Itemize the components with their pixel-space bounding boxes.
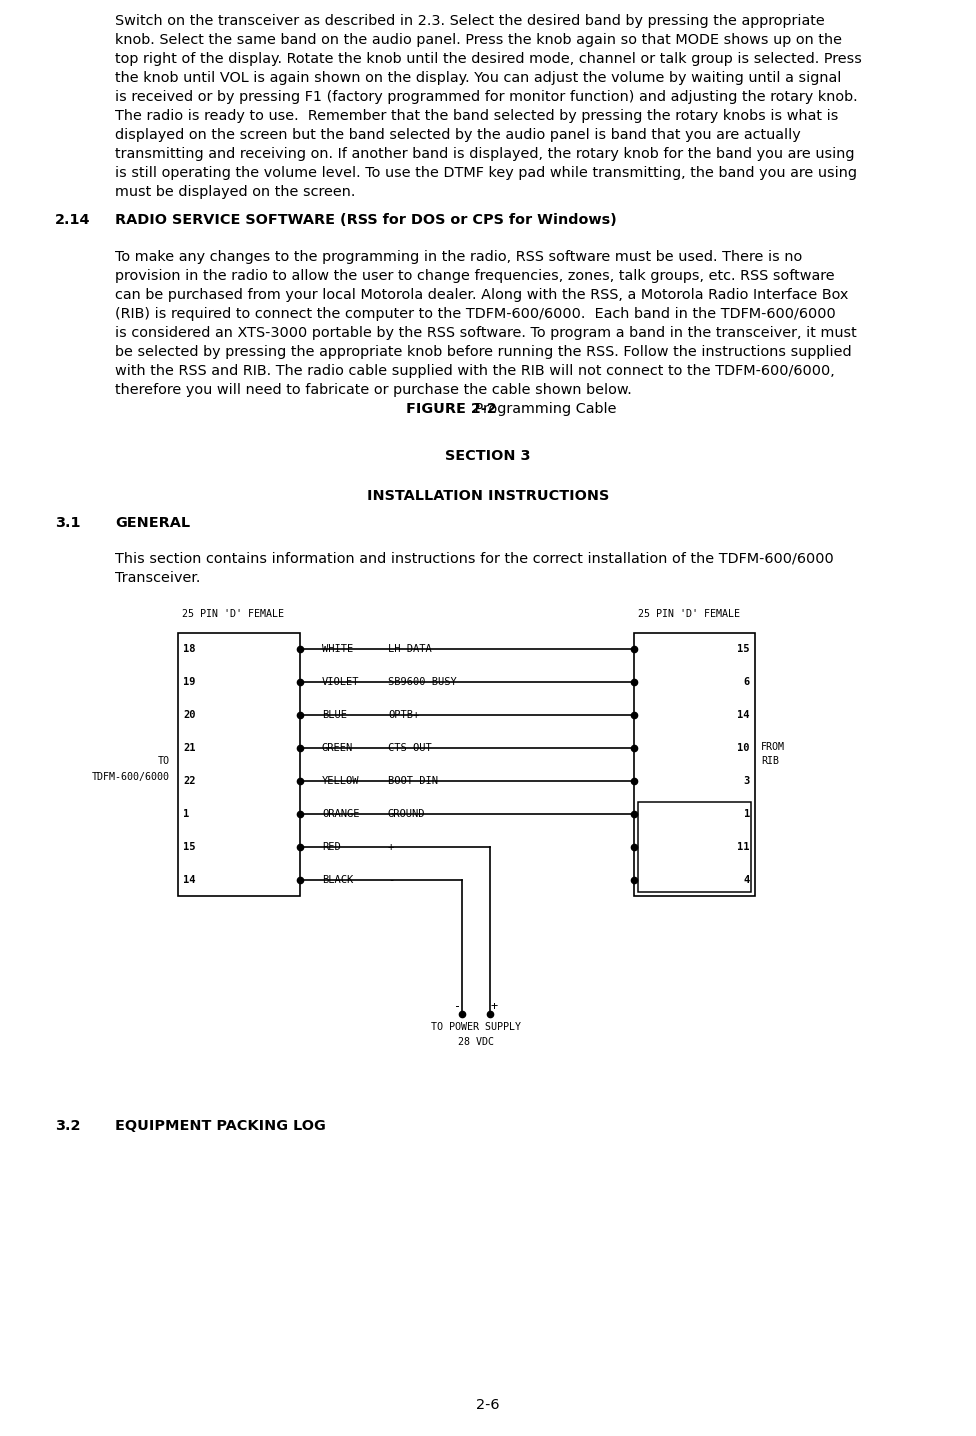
Text: BLACK: BLACK: [322, 875, 353, 885]
Text: 11: 11: [738, 841, 750, 852]
Text: SECTION 3: SECTION 3: [445, 449, 531, 462]
Text: is still operating the volume level. To use the DTMF key pad while transmitting,: is still operating the volume level. To …: [115, 167, 857, 180]
Text: 25 PIN 'D' FEMALE: 25 PIN 'D' FEMALE: [182, 609, 284, 619]
Text: therefore you will need to fabricate or purchase the cable shown below.: therefore you will need to fabricate or …: [115, 382, 631, 396]
Text: 14: 14: [183, 875, 195, 885]
Text: 1: 1: [744, 808, 750, 819]
Text: provision in the radio to allow the user to change frequencies, zones, talk grou: provision in the radio to allow the user…: [115, 269, 834, 283]
Text: 14: 14: [738, 709, 750, 719]
Text: CTS OUT: CTS OUT: [388, 742, 431, 752]
Text: 18: 18: [183, 643, 195, 653]
Text: transmitting and receiving on. If another band is displayed, the rotary knob for: transmitting and receiving on. If anothe…: [115, 146, 855, 161]
Text: knob. Select the same band on the audio panel. Press the knob again so that MODE: knob. Select the same band on the audio …: [115, 33, 842, 47]
Text: 3.2: 3.2: [55, 1119, 80, 1133]
Text: (RIB) is required to connect the computer to the TDFM-600/6000.  Each band in th: (RIB) is required to connect the compute…: [115, 307, 835, 320]
Text: must be displayed on the screen.: must be displayed on the screen.: [115, 185, 355, 200]
Text: VIOLET: VIOLET: [322, 676, 359, 686]
Text: 2.14: 2.14: [55, 214, 91, 227]
Text: 15: 15: [183, 841, 195, 852]
Text: RADIO SERVICE SOFTWARE (RSS for DOS or CPS for Windows): RADIO SERVICE SOFTWARE (RSS for DOS or C…: [115, 214, 617, 227]
Text: INSTALLATION INSTRUCTIONS: INSTALLATION INSTRUCTIONS: [367, 490, 609, 503]
Text: TDFM-600/6000: TDFM-600/6000: [92, 773, 170, 783]
Text: TO: TO: [158, 757, 170, 767]
Text: -: -: [455, 999, 462, 1012]
Text: +: +: [490, 999, 498, 1012]
Text: GREEN: GREEN: [322, 742, 353, 752]
Text: GENERAL: GENERAL: [115, 516, 190, 530]
Text: TO POWER SUPPLY: TO POWER SUPPLY: [431, 1021, 521, 1031]
Text: be selected by pressing the appropriate knob before running the RSS. Follow the : be selected by pressing the appropriate …: [115, 345, 852, 359]
Bar: [178, 633, 300, 896]
Text: 1: 1: [183, 808, 189, 819]
Text: Transceiver.: Transceiver.: [115, 570, 200, 584]
Text: ORANGE: ORANGE: [322, 808, 359, 819]
Text: 25 PIN 'D' FEMALE: 25 PIN 'D' FEMALE: [638, 609, 740, 619]
Text: can be purchased from your local Motorola dealer. Along with the RSS, a Motorola: can be purchased from your local Motorol…: [115, 287, 848, 302]
Text: displayed on the screen but the band selected by the audio panel is band that yo: displayed on the screen but the band sel…: [115, 128, 800, 142]
Text: +: +: [388, 841, 394, 852]
Bar: [638, 801, 751, 892]
Text: with the RSS and RIB. The radio cable supplied with the RIB will not connect to : with the RSS and RIB. The radio cable su…: [115, 363, 834, 378]
Text: 22: 22: [183, 775, 195, 785]
Text: FROM: FROM: [761, 742, 785, 751]
Text: 3.1: 3.1: [55, 516, 80, 530]
Text: BOOT DIN: BOOT DIN: [388, 775, 438, 785]
Text: is received or by pressing F1 (factory programmed for monitor function) and adju: is received or by pressing F1 (factory p…: [115, 90, 858, 103]
Text: -: -: [388, 875, 394, 885]
Text: WHITE: WHITE: [322, 643, 353, 653]
Text: 20: 20: [183, 709, 195, 719]
Text: GROUND: GROUND: [388, 808, 426, 819]
Text: 19: 19: [183, 676, 195, 686]
Text: OPTB+: OPTB+: [388, 709, 420, 719]
Text: This section contains information and instructions for the correct installation : This section contains information and in…: [115, 551, 834, 566]
Text: EQUIPMENT PACKING LOG: EQUIPMENT PACKING LOG: [115, 1119, 326, 1133]
Text: the knob until VOL is again shown on the display. You can adjust the volume by w: the knob until VOL is again shown on the…: [115, 70, 841, 85]
Text: FIGURE 2-2: FIGURE 2-2: [406, 402, 497, 415]
Text: 4: 4: [744, 875, 750, 885]
Text: RIB: RIB: [761, 755, 779, 765]
Bar: [634, 633, 755, 896]
Text: 2-6: 2-6: [476, 1399, 500, 1412]
Text: Switch on the transceiver as described in 2.3. Select the desired band by pressi: Switch on the transceiver as described i…: [115, 14, 825, 27]
Text: Programming Cable: Programming Cable: [469, 402, 616, 415]
Text: 6: 6: [744, 676, 750, 686]
Text: To make any changes to the programming in the radio, RSS software must be used. : To make any changes to the programming i…: [115, 250, 802, 264]
Text: 3: 3: [744, 775, 750, 785]
Text: BLUE: BLUE: [322, 709, 347, 719]
Text: LH DATA: LH DATA: [388, 643, 431, 653]
Text: 15: 15: [738, 643, 750, 653]
Text: The radio is ready to use.  Remember that the band selected by pressing the rota: The radio is ready to use. Remember that…: [115, 109, 838, 123]
Text: YELLOW: YELLOW: [322, 775, 359, 785]
Text: 10: 10: [738, 742, 750, 752]
Text: top right of the display. Rotate the knob until the desired mode, channel or tal: top right of the display. Rotate the kno…: [115, 52, 862, 66]
Text: 21: 21: [183, 742, 195, 752]
Text: 28 VDC: 28 VDC: [458, 1037, 494, 1047]
Text: SB9600 BUSY: SB9600 BUSY: [388, 676, 457, 686]
Text: RED: RED: [322, 841, 341, 852]
Text: is considered an XTS-3000 portable by the RSS software. To program a band in the: is considered an XTS-3000 portable by th…: [115, 326, 857, 339]
